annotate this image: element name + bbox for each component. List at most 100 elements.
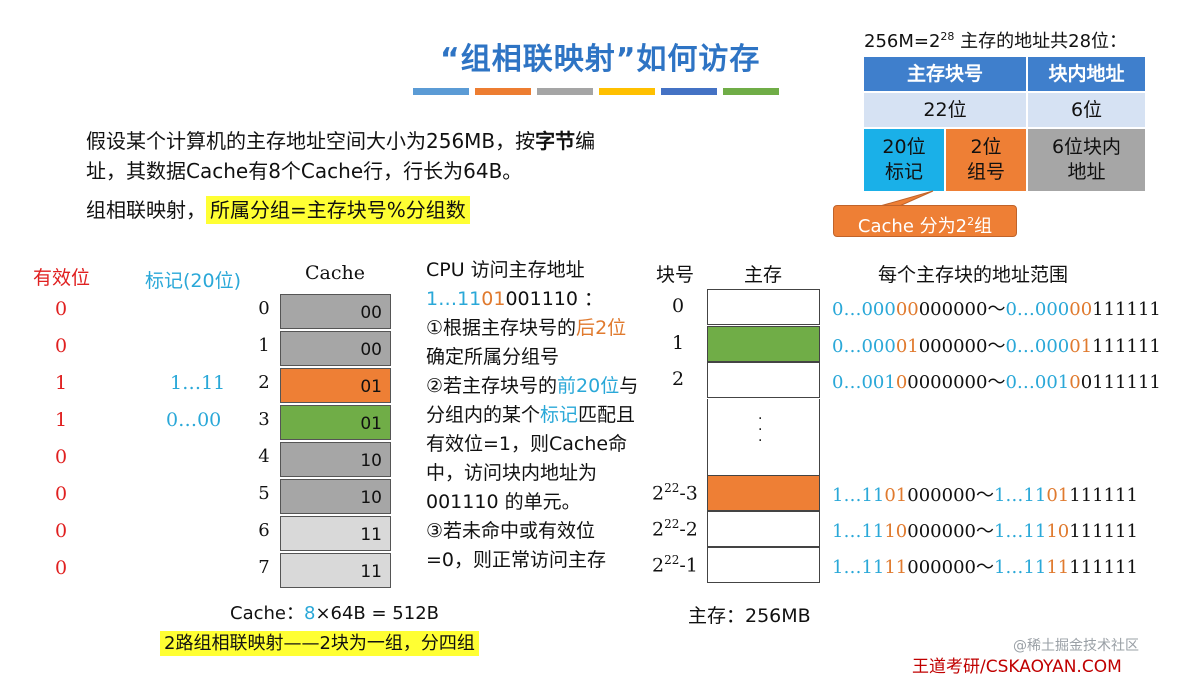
range-part: 111111 [1092,299,1161,320]
address-tag-bits: 20位 标记 [864,129,944,191]
cache-size: Cache：8×64B = 512B [230,599,439,625]
range-part: 000000 [907,485,976,506]
range-part: 111111 [1069,521,1138,542]
range-part: 01 [895,336,919,357]
address-inblock-bits: 6位块内 地址 [1028,129,1145,191]
range-part: 0 [1069,372,1081,393]
memory-block [707,289,820,325]
block-number: 2 [672,368,684,390]
memory-size: 主存：256MB [688,605,811,627]
rule-prefix: 组相联映射， [86,198,206,222]
range-part: ～ [987,299,1006,320]
memory-block [707,475,820,511]
range-part: 1…11 [832,521,885,542]
ellipsis-dots: · · · [758,411,763,449]
block-number: 1 [672,332,684,354]
block-number-header: 块号 [656,264,695,286]
block-address-range: 1…1101000000～1…1101111111 [832,481,1138,507]
range-part: ～ [975,521,994,542]
range-part: 1…11 [832,557,885,578]
block-number-base: 2 [652,482,665,505]
step2-a: ②若主存块号的 [426,375,558,397]
range-part: 0…000 [832,336,896,357]
range-part: 1…11 [993,485,1047,506]
step2-b: 前20位 [557,375,620,397]
cache-line-index: 1 [258,335,270,356]
callout-sup: 2 [967,215,975,228]
cache-line: 10 [280,442,391,477]
cache-line-index: 7 [258,557,270,578]
slide-title: “组相联映射”如何访存 [440,42,761,77]
cache-size-pre: Cache： [230,603,304,624]
range-part: 0…001 [832,372,896,393]
cache-line: 00 [280,331,391,366]
valid-bit-header: 有效位 [33,267,91,289]
step1-d: 确定所属分组号 [426,346,560,368]
range-part: ～ [987,372,1006,393]
range-part: 0000000 [907,372,988,393]
valid-bit: 1 [55,409,68,431]
range-part: 11 [1046,557,1070,578]
block-number-base: 2 [652,554,665,577]
memory-block [707,547,820,583]
cache-line: 01 [280,368,391,403]
range-part: 01 [1046,485,1070,506]
block-number: 222-1 [652,553,698,576]
cache-line-index: 4 [258,446,270,467]
caption-post: 主存的地址共28位： [954,31,1128,52]
memory-block [707,362,820,398]
intro-line1: 假设某个计算机的主存地址空间大小为256MB，按 [86,129,536,153]
block-number: 222-3 [652,481,698,504]
block-number-exp: 22 [664,481,680,495]
range-part: 111111 [1069,557,1138,578]
intro-line2: 址，其数据Cache有8个Cache行，行长为64B。 [86,159,523,183]
range-part: 0111111 [1080,372,1161,393]
range-part: 1…11 [832,485,885,506]
step-addr-tag: 1…11 [426,288,482,310]
rule-highlight: 所属分组=主存块号%分组数 [206,196,470,224]
range-part: 1…11 [993,521,1047,542]
range-part: 10 [1046,521,1070,542]
step2-d: 标记 [540,404,579,426]
cache-line: 10 [280,479,391,514]
range-part: 0…000 [832,299,896,320]
address-header-offset: 块内地址 [1028,57,1145,91]
block-number-base: 0 [672,295,685,317]
address-group-bits: 2位 组号 [946,129,1026,191]
range-part: ～ [987,336,1006,357]
step1-b: 后 [576,317,596,339]
range-part: 10 [884,521,908,542]
block-number-exp: 22 [664,553,680,567]
block-number-exp: 22 [664,517,680,531]
valid-bit: 0 [55,520,68,542]
block-number-base: 2 [652,518,665,541]
step2-c: 与分组内的某个 [426,375,639,426]
valid-bit: 0 [55,335,68,357]
block-address-range: 0…00001000000～0…00001111111 [832,332,1161,358]
range-part: 000000 [907,521,976,542]
caption-pre: 256M=2 [864,31,941,52]
watermark: @稀土掘金技术社区 [1013,638,1139,654]
valid-bit: 0 [55,298,68,320]
range-part: 01 [1069,336,1093,357]
cache-line-index: 6 [258,520,270,541]
block-number-base: 1 [672,332,685,354]
caption-sup: 28 [940,30,955,43]
tag-value: 0…00 [166,409,222,431]
step2-e: 匹配且有效位=1，则Cache命中，访问块内地址为 001110 的单元。 [426,404,636,513]
block-number: 0 [672,295,684,317]
title-bar-segment [475,88,531,95]
title-bar-segment [661,88,717,95]
cache-line: 01 [280,405,391,440]
valid-bit: 0 [55,557,68,579]
step-addr-offset: 001110 ： [505,288,604,310]
address-caption: 256M=228 主存的地址共28位： [864,27,1127,53]
range-part: 0…000 [1005,336,1070,357]
range-part: 11 [884,557,908,578]
callout-post: 组 [974,216,993,237]
cache-header: Cache [305,262,365,284]
valid-bit: 0 [55,446,68,468]
cache-line-index: 3 [258,409,270,430]
cache-line: 11 [280,516,391,551]
range-part: 0…000 [1005,299,1070,320]
